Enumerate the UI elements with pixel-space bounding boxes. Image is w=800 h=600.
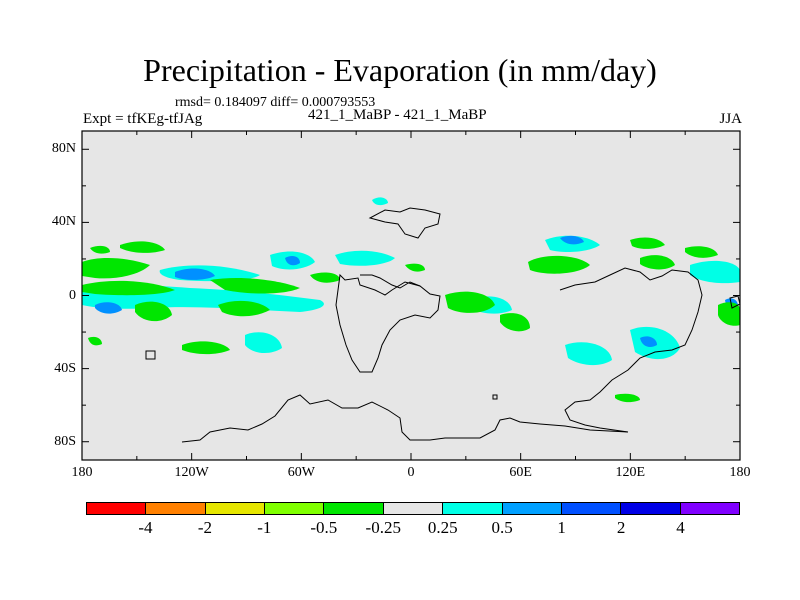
lon-tick-label: 180 [71,465,93,480]
lat-tick-label: 0 [69,287,76,303]
colorbar-box [324,503,384,514]
coastline-americas [559,267,703,433]
stats-label: rmsd= 0.184097 diff= 0.000793553 [175,95,376,110]
lat-tick-label: 40N [51,214,76,230]
experiment-label: Expt = tfKEg-tfJAg [83,111,203,127]
colorbar-label: 0.5 [491,518,513,537]
colorbar-box [443,503,503,514]
colorbar-box [680,503,739,514]
lon-tick-label: 60E [509,465,532,480]
season-label: JJA [719,111,742,127]
coastlines [145,207,741,443]
lon-tick-label: 180 [729,465,751,480]
colorbar-box [383,503,444,514]
colorbar [86,502,740,515]
strong-positive-regions [95,235,738,347]
colorbar-label: -2 [197,518,212,537]
colorbar-box [265,503,325,514]
colorbar-label: -1 [257,518,272,537]
lon-tick-label: 120W [174,465,209,480]
colorbar-label: 0.25 [427,518,458,537]
coastline-antarctica [181,394,629,443]
coastline-greenland [368,207,441,239]
colorbar-box [621,503,681,514]
chart-title: Precipitation - Evaporation (in mm/day) [143,52,657,88]
axis-ticks [81,131,741,460]
colorbar-label: -0.5 [310,518,338,537]
colorbar-box [146,503,206,514]
colorbar-label: 2 [616,518,626,537]
center-label: 421_1_MaBP - 421_1_MaBP [308,107,487,123]
colorbar-box [502,503,562,514]
negative-anomaly-regions [82,237,740,403]
coastline-north-africa [360,274,421,289]
colorbar-box [205,503,266,514]
colorbar-label: 4 [676,518,685,537]
lon-tick-label: 60W [287,465,315,480]
lon-tick-label: 0 [407,465,415,480]
colorbar-label: -4 [138,518,153,537]
colorbar-box [87,503,147,514]
lon-tick-label: 120E [615,465,646,480]
lat-tick-label: 40S [54,360,76,376]
colorbar-box [561,503,622,514]
coastline-africa-eurasia [335,273,441,373]
colorbar-label: -0.25 [365,518,401,537]
colorbar-label: 1 [557,518,566,537]
coastline-islands [145,350,498,400]
lat-tick-label: 80N [51,141,76,157]
lat-tick-label: 80S [54,433,76,449]
